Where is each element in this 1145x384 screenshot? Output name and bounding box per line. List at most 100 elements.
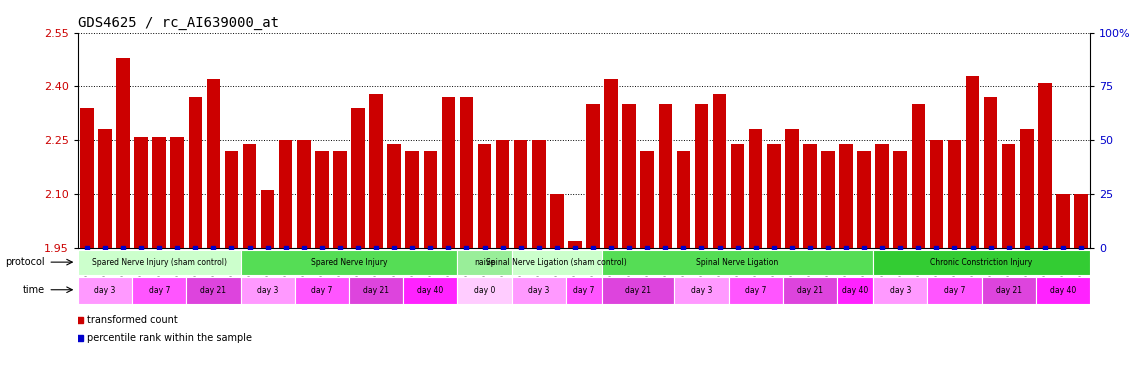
Bar [532, 140, 545, 248]
Text: day 40: day 40 [1050, 286, 1076, 295]
Text: day 40: day 40 [842, 286, 868, 295]
Text: day 7: day 7 [574, 286, 594, 295]
Text: protocol: protocol [6, 257, 45, 267]
Bar [674, 277, 728, 304]
Bar [279, 140, 292, 248]
Bar [457, 250, 512, 275]
Bar [424, 151, 437, 248]
Bar [403, 277, 458, 304]
Bar [821, 151, 835, 248]
Bar [568, 240, 582, 248]
Text: day 7: day 7 [943, 286, 965, 295]
Bar [876, 144, 889, 248]
Bar [459, 97, 473, 248]
Bar [640, 151, 654, 248]
Bar [981, 277, 1036, 304]
Bar [132, 277, 187, 304]
Bar [243, 144, 256, 248]
Bar [349, 277, 403, 304]
Text: Spared Nerve Injury: Spared Nerve Injury [310, 258, 387, 267]
Bar [858, 151, 871, 248]
Bar [240, 250, 458, 275]
Bar [1039, 83, 1051, 248]
Text: Spinal Nerve Ligation: Spinal Nerve Ligation [696, 258, 779, 267]
Bar [965, 76, 979, 248]
Bar [602, 250, 874, 275]
Text: day 40: day 40 [417, 286, 443, 295]
Text: day 0: day 0 [474, 286, 496, 295]
Bar [457, 277, 512, 304]
Bar [171, 137, 184, 248]
Text: transformed count: transformed count [87, 315, 177, 326]
Bar [695, 104, 709, 248]
Text: day 3: day 3 [256, 286, 278, 295]
Bar [602, 277, 674, 304]
Bar [294, 277, 349, 304]
Bar [1074, 194, 1088, 248]
Bar [731, 144, 744, 248]
Bar [240, 277, 294, 304]
Text: naive: naive [474, 258, 495, 267]
Bar [1020, 129, 1034, 248]
Text: day 3: day 3 [890, 286, 911, 295]
Bar [1002, 144, 1016, 248]
Bar [893, 151, 907, 248]
Bar [315, 151, 329, 248]
Bar [117, 58, 129, 248]
Bar [78, 277, 132, 304]
Text: day 3: day 3 [528, 286, 550, 295]
Bar [658, 104, 672, 248]
Bar [984, 97, 997, 248]
Bar [1036, 277, 1090, 304]
Bar [623, 104, 635, 248]
Bar [134, 137, 148, 248]
Text: day 3: day 3 [94, 286, 116, 295]
Bar [78, 250, 240, 275]
Text: Spared Nerve Injury (sham control): Spared Nerve Injury (sham control) [92, 258, 227, 267]
Bar [874, 250, 1090, 275]
Bar [370, 94, 382, 248]
Bar [586, 104, 600, 248]
Bar [152, 137, 166, 248]
Bar [512, 277, 566, 304]
Text: day 21: day 21 [797, 286, 823, 295]
Bar [767, 144, 781, 248]
Bar [783, 277, 837, 304]
Text: Chronic Constriction Injury: Chronic Constriction Injury [931, 258, 1033, 267]
Bar [677, 151, 690, 248]
Bar [206, 79, 220, 248]
Text: day 7: day 7 [149, 286, 169, 295]
Bar [477, 144, 491, 248]
Text: time: time [23, 285, 45, 295]
Bar [333, 151, 347, 248]
Bar [566, 277, 602, 304]
Bar [712, 94, 726, 248]
Bar [496, 140, 510, 248]
Bar [224, 151, 238, 248]
Text: day 21: day 21 [625, 286, 652, 295]
Bar [189, 97, 203, 248]
Text: day 3: day 3 [690, 286, 712, 295]
Bar [927, 277, 981, 304]
Text: Spinal Nerve Ligation (sham control): Spinal Nerve Ligation (sham control) [487, 258, 627, 267]
Text: day 7: day 7 [311, 286, 332, 295]
Bar [387, 144, 401, 248]
Bar [874, 277, 927, 304]
Text: GDS4625 / rc_AI639000_at: GDS4625 / rc_AI639000_at [78, 16, 279, 30]
Bar [749, 129, 763, 248]
Text: day 21: day 21 [200, 286, 227, 295]
Bar [728, 277, 783, 304]
Text: day 7: day 7 [745, 286, 766, 295]
Bar [187, 277, 240, 304]
Bar [297, 140, 310, 248]
Bar [605, 79, 618, 248]
Bar [261, 190, 275, 248]
Bar [948, 140, 962, 248]
Bar [785, 129, 798, 248]
Bar [803, 144, 816, 248]
Text: day 21: day 21 [996, 286, 1021, 295]
Text: day 21: day 21 [363, 286, 389, 295]
Bar [512, 250, 602, 275]
Bar [405, 151, 419, 248]
Bar [911, 104, 925, 248]
